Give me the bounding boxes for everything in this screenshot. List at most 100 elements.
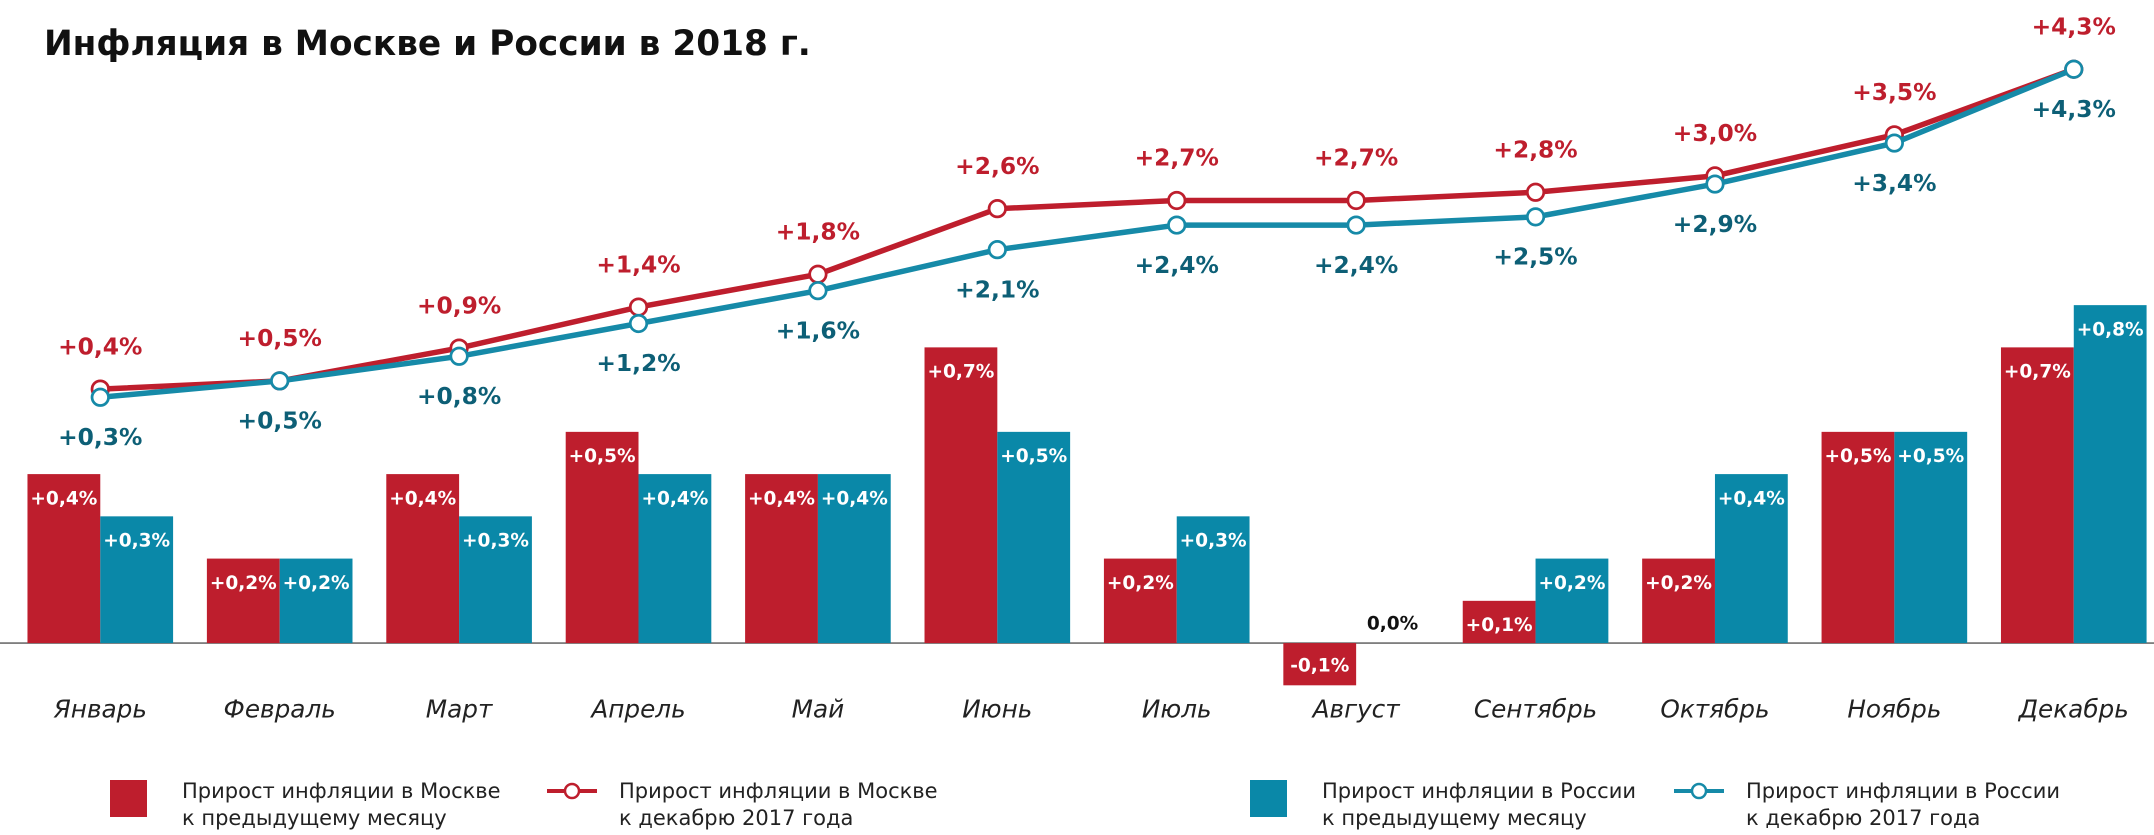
line	[100, 66, 2075, 392]
bar-value-label: +0,4%	[1718, 488, 1785, 509]
bar	[1535, 558, 1609, 644]
line-value-label: +1,2%	[596, 349, 680, 377]
line-point	[90, 387, 110, 407]
line-point	[2064, 59, 2084, 79]
line-value-label: +1,6%	[776, 316, 860, 344]
bar-value-label: +0,2%	[283, 573, 350, 594]
bar-value-label: +0,4%	[821, 488, 888, 509]
bar	[1894, 431, 1968, 644]
bar	[745, 474, 818, 644]
x-tick-label: Август	[1311, 694, 1401, 723]
line-point	[1346, 215, 1366, 235]
legend-swatch	[1250, 780, 1287, 817]
line-point	[628, 313, 649, 334]
legend-label: Прирост инфляции в России к предыдущему …	[1322, 779, 1637, 830]
legend-item: Прирост инфляции в Москве к декабрю 2017…	[547, 778, 949, 832]
bar-value-label: +0,1%	[1466, 615, 1533, 636]
bar	[1283, 643, 1357, 686]
line-point	[1525, 207, 1546, 227]
legend-item: Прирост инфляции в России к предыдущему …	[1250, 778, 1652, 832]
legend-marker	[563, 782, 581, 800]
bar	[2073, 305, 2147, 644]
bar-value-label: +0,2%	[1107, 573, 1174, 594]
bar	[386, 474, 460, 644]
bar	[100, 516, 174, 644]
bar-value-label: +0,2%	[210, 573, 277, 594]
bar-value-label: +0,3%	[1180, 531, 1247, 552]
bar-value-label: +0,2%	[1538, 573, 1605, 594]
line-value-label: +2,4%	[1314, 251, 1398, 279]
x-tick-label: Октябрь	[1660, 694, 1769, 723]
line-value-label: +0,9%	[417, 291, 501, 319]
line-point	[1525, 182, 1546, 202]
bar	[997, 431, 1071, 644]
chart-title: Инфляция в Москве и России в 2018 г.	[44, 24, 811, 64]
bar-value-label: +0,4%	[748, 488, 815, 509]
bar	[638, 474, 712, 644]
line-value-label: +0,5%	[238, 407, 322, 435]
legend-icon	[1250, 780, 1287, 817]
bar-value-label: +0,4%	[389, 488, 456, 509]
legend-item: Прирост инфляции в России к декабрю 2017…	[1674, 778, 2076, 832]
legend-icon	[110, 780, 147, 817]
line-value-label: +3,5%	[1852, 78, 1936, 106]
bar-value-label: +0,7%	[927, 362, 994, 383]
line-value-label: +1,8%	[776, 218, 860, 246]
line-point	[808, 264, 828, 284]
bar	[27, 474, 101, 644]
legend-icon	[547, 782, 597, 800]
line-value-label: +3,4%	[1852, 169, 1936, 197]
x-tick-label: Март	[426, 694, 493, 723]
bar-value-label: +0,7%	[2004, 362, 2071, 383]
line-point	[987, 199, 1007, 219]
x-tick-label: Май	[792, 694, 845, 723]
chart: Инфляция в Москве и России в 2018 г. Янв…	[0, 13, 2154, 723]
bar	[2000, 347, 2074, 644]
line-value-label: +4,3%	[2032, 95, 2116, 123]
x-tick-label: Ноябрь	[1847, 694, 1941, 723]
x-tick-label: Июль	[1142, 694, 1212, 723]
bar	[1103, 558, 1177, 644]
bar-value-label: +0,4%	[30, 488, 97, 509]
bar	[924, 347, 998, 644]
line-value-label: +3,0%	[1673, 119, 1757, 147]
line-value-label: +2,7%	[1135, 144, 1219, 172]
bar-value-label: +0,3%	[103, 531, 170, 552]
line-value-label: +2,1%	[955, 275, 1039, 303]
line-point	[1167, 190, 1187, 211]
bar-value-label: +0,4%	[641, 488, 708, 509]
legend-swatch	[110, 780, 147, 817]
line-value-label: +0,3%	[58, 423, 142, 451]
bar-value-label: +0,8%	[2077, 319, 2144, 340]
bar	[1821, 431, 1895, 644]
bar	[1714, 474, 1788, 644]
x-tick-label: Декабрь	[2018, 694, 2129, 723]
line-point	[987, 240, 1007, 260]
legend-marker	[1690, 782, 1708, 800]
bar-value-label: +0,5%	[1000, 446, 1067, 467]
line-point	[808, 281, 828, 301]
line-value-label: +1,4%	[596, 250, 680, 278]
bar	[1462, 600, 1536, 644]
line-point	[628, 297, 649, 317]
line-point	[270, 371, 290, 391]
bar-value-label: +0,5%	[569, 446, 636, 467]
line-value-label: +2,5%	[1493, 243, 1577, 271]
line	[100, 66, 2075, 401]
legend-label: Прирост инфляции в Москве к предыдущему …	[182, 779, 501, 830]
x-tick-label: Апрель	[589, 694, 685, 723]
line-point	[1884, 133, 1904, 153]
line-value-label: +0,4%	[58, 332, 142, 360]
line-point	[1346, 190, 1366, 211]
legend-item: Прирост инфляции в Москве к предыдущему …	[110, 778, 512, 832]
line-value-label: +4,3%	[2032, 13, 2116, 41]
legend-label: Прирост инфляции в Москве к декабрю 2017…	[619, 779, 938, 830]
bar	[565, 431, 639, 644]
bar-value-label: +0,5%	[1897, 446, 1964, 467]
bar-value-label: -0,1%	[1290, 656, 1349, 677]
line-value-label: +0,8%	[417, 382, 501, 410]
line-value-label: +2,6%	[955, 152, 1039, 180]
legend-label: Прирост инфляции в России к декабрю 2017…	[1746, 779, 2061, 830]
legend-icon	[1674, 782, 1724, 800]
